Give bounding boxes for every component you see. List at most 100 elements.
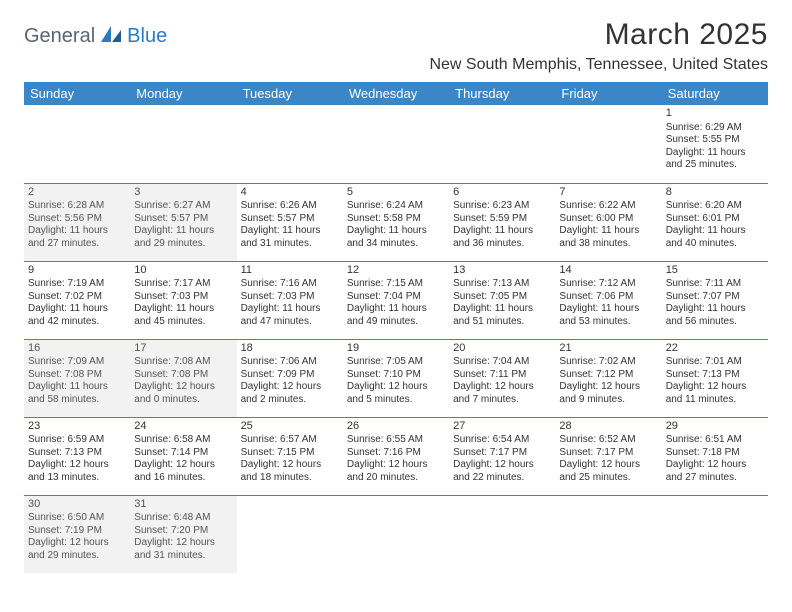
day-number: 22 <box>666 342 764 356</box>
day-number: 8 <box>666 186 764 200</box>
sunset-line: Sunset: 7:07 PM <box>666 291 764 304</box>
sunset-line: Sunset: 7:15 PM <box>241 447 339 460</box>
calendar-cell: 26Sunrise: 6:55 AMSunset: 7:16 PMDayligh… <box>343 417 449 495</box>
calendar-cell <box>449 105 555 183</box>
calendar-cell: 8Sunrise: 6:20 AMSunset: 6:01 PMDaylight… <box>662 183 768 261</box>
day-number: 25 <box>241 420 339 434</box>
calendar-cell: 21Sunrise: 7:02 AMSunset: 7:12 PMDayligh… <box>555 339 661 417</box>
sunset-line: Sunset: 7:17 PM <box>559 447 657 460</box>
day-number: 14 <box>559 264 657 278</box>
calendar-cell <box>24 105 130 183</box>
day-header: Friday <box>555 82 661 105</box>
calendar-cell: 23Sunrise: 6:59 AMSunset: 7:13 PMDayligh… <box>24 417 130 495</box>
calendar-cell <box>662 495 768 573</box>
sunrise-line: Sunrise: 6:48 AM <box>134 512 232 525</box>
sunrise-line: Sunrise: 7:05 AM <box>347 356 445 369</box>
sunset-line: Sunset: 7:20 PM <box>134 525 232 538</box>
sunrise-line: Sunrise: 7:12 AM <box>559 278 657 291</box>
daylight-line: Daylight: 11 hours and 53 minutes. <box>559 303 657 328</box>
calendar-cell: 10Sunrise: 7:17 AMSunset: 7:03 PMDayligh… <box>130 261 236 339</box>
day-number: 29 <box>666 420 764 434</box>
sunrise-line: Sunrise: 6:52 AM <box>559 434 657 447</box>
sunrise-line: Sunrise: 6:29 AM <box>666 122 764 135</box>
calendar-cell: 19Sunrise: 7:05 AMSunset: 7:10 PMDayligh… <box>343 339 449 417</box>
sunset-line: Sunset: 7:13 PM <box>28 447 126 460</box>
day-number: 23 <box>28 420 126 434</box>
calendar-cell: 16Sunrise: 7:09 AMSunset: 7:08 PMDayligh… <box>24 339 130 417</box>
sunrise-line: Sunrise: 6:26 AM <box>241 200 339 213</box>
daylight-line: Daylight: 12 hours and 22 minutes. <box>453 459 551 484</box>
sunrise-line: Sunrise: 6:24 AM <box>347 200 445 213</box>
calendar-cell: 2Sunrise: 6:28 AMSunset: 5:56 PMDaylight… <box>24 183 130 261</box>
day-number: 12 <box>347 264 445 278</box>
calendar-cell <box>555 105 661 183</box>
daylight-line: Daylight: 11 hours and 58 minutes. <box>28 381 126 406</box>
sunrise-line: Sunrise: 7:01 AM <box>666 356 764 369</box>
daylight-line: Daylight: 12 hours and 29 minutes. <box>28 537 126 562</box>
sunrise-line: Sunrise: 6:28 AM <box>28 200 126 213</box>
day-number: 30 <box>28 498 126 512</box>
page-title: March 2025 <box>429 18 768 52</box>
day-number: 24 <box>134 420 232 434</box>
day-header: Sunday <box>24 82 130 105</box>
calendar-cell: 27Sunrise: 6:54 AMSunset: 7:17 PMDayligh… <box>449 417 555 495</box>
day-number: 4 <box>241 186 339 200</box>
sunset-line: Sunset: 5:59 PM <box>453 213 551 226</box>
daylight-line: Daylight: 11 hours and 49 minutes. <box>347 303 445 328</box>
day-number: 16 <box>28 342 126 356</box>
daylight-line: Daylight: 12 hours and 16 minutes. <box>134 459 232 484</box>
calendar-cell: 20Sunrise: 7:04 AMSunset: 7:11 PMDayligh… <box>449 339 555 417</box>
daylight-line: Daylight: 11 hours and 42 minutes. <box>28 303 126 328</box>
daylight-line: Daylight: 12 hours and 20 minutes. <box>347 459 445 484</box>
day-number: 10 <box>134 264 232 278</box>
calendar-cell: 28Sunrise: 6:52 AMSunset: 7:17 PMDayligh… <box>555 417 661 495</box>
day-number: 17 <box>134 342 232 356</box>
sunset-line: Sunset: 7:06 PM <box>559 291 657 304</box>
calendar-cell: 22Sunrise: 7:01 AMSunset: 7:13 PMDayligh… <box>662 339 768 417</box>
daylight-line: Daylight: 11 hours and 40 minutes. <box>666 225 764 250</box>
sunset-line: Sunset: 6:00 PM <box>559 213 657 226</box>
day-number: 11 <box>241 264 339 278</box>
sunset-line: Sunset: 7:18 PM <box>666 447 764 460</box>
daylight-line: Daylight: 11 hours and 34 minutes. <box>347 225 445 250</box>
calendar-cell <box>130 105 236 183</box>
calendar-cell: 14Sunrise: 7:12 AMSunset: 7:06 PMDayligh… <box>555 261 661 339</box>
sunrise-line: Sunrise: 7:11 AM <box>666 278 764 291</box>
day-number: 3 <box>134 186 232 200</box>
daylight-line: Daylight: 12 hours and 25 minutes. <box>559 459 657 484</box>
sunrise-line: Sunrise: 6:57 AM <box>241 434 339 447</box>
day-header: Saturday <box>662 82 768 105</box>
day-header: Tuesday <box>237 82 343 105</box>
daylight-line: Daylight: 11 hours and 47 minutes. <box>241 303 339 328</box>
calendar-cell <box>555 495 661 573</box>
daylight-line: Daylight: 12 hours and 11 minutes. <box>666 381 764 406</box>
sunset-line: Sunset: 7:08 PM <box>134 369 232 382</box>
sunset-line: Sunset: 7:19 PM <box>28 525 126 538</box>
sunrise-line: Sunrise: 7:04 AM <box>453 356 551 369</box>
day-number: 21 <box>559 342 657 356</box>
sunrise-line: Sunrise: 6:55 AM <box>347 434 445 447</box>
daylight-line: Daylight: 12 hours and 31 minutes. <box>134 537 232 562</box>
calendar-cell: 24Sunrise: 6:58 AMSunset: 7:14 PMDayligh… <box>130 417 236 495</box>
daylight-line: Daylight: 12 hours and 18 minutes. <box>241 459 339 484</box>
day-number: 15 <box>666 264 764 278</box>
sunset-line: Sunset: 7:05 PM <box>453 291 551 304</box>
calendar-cell: 13Sunrise: 7:13 AMSunset: 7:05 PMDayligh… <box>449 261 555 339</box>
sunset-line: Sunset: 5:55 PM <box>666 134 764 147</box>
calendar-cell: 12Sunrise: 7:15 AMSunset: 7:04 PMDayligh… <box>343 261 449 339</box>
calendar-cell: 7Sunrise: 6:22 AMSunset: 6:00 PMDaylight… <box>555 183 661 261</box>
sunrise-line: Sunrise: 6:27 AM <box>134 200 232 213</box>
logo-text-general: General <box>24 25 95 48</box>
calendar-cell: 15Sunrise: 7:11 AMSunset: 7:07 PMDayligh… <box>662 261 768 339</box>
calendar-cell: 5Sunrise: 6:24 AMSunset: 5:58 PMDaylight… <box>343 183 449 261</box>
calendar-cell: 30Sunrise: 6:50 AMSunset: 7:19 PMDayligh… <box>24 495 130 573</box>
calendar-cell <box>237 105 343 183</box>
sunrise-line: Sunrise: 6:58 AM <box>134 434 232 447</box>
daylight-line: Daylight: 11 hours and 38 minutes. <box>559 225 657 250</box>
sunrise-line: Sunrise: 7:15 AM <box>347 278 445 291</box>
calendar-cell: 31Sunrise: 6:48 AMSunset: 7:20 PMDayligh… <box>130 495 236 573</box>
daylight-line: Daylight: 12 hours and 13 minutes. <box>28 459 126 484</box>
daylight-line: Daylight: 11 hours and 25 minutes. <box>666 147 764 172</box>
sunset-line: Sunset: 7:17 PM <box>453 447 551 460</box>
calendar-cell: 17Sunrise: 7:08 AMSunset: 7:08 PMDayligh… <box>130 339 236 417</box>
